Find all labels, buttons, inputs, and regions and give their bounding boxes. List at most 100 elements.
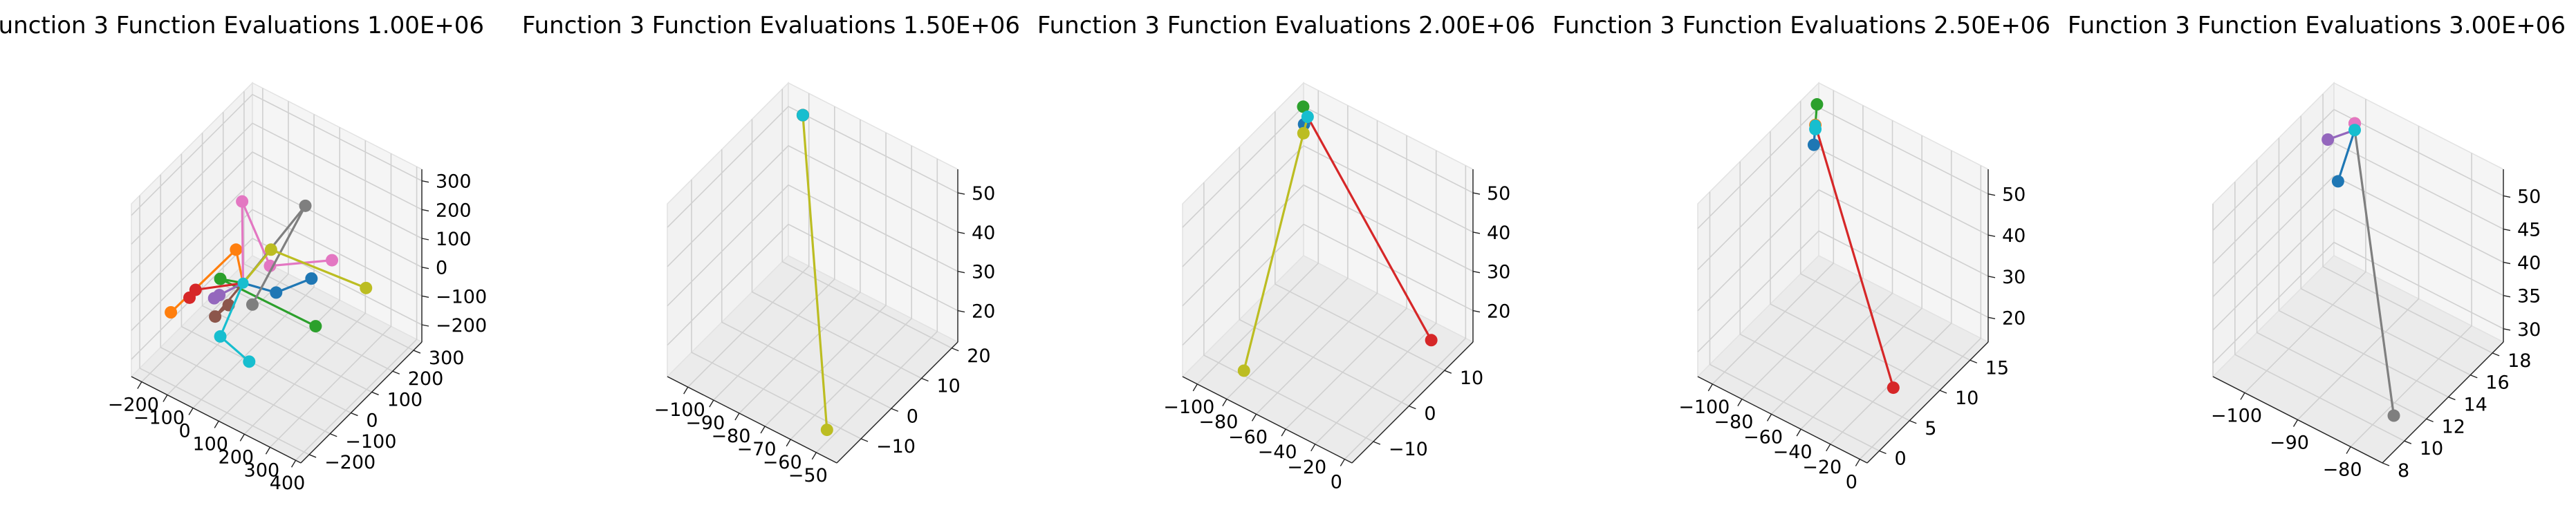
x-tick-label: −90 [685,413,725,434]
data-point [2322,133,2335,146]
x-axis-line [131,376,302,464]
center-point [1810,119,1822,131]
x-tick-mark [2292,419,2299,427]
x-tick-mark [683,386,689,395]
data-point [183,291,196,304]
y-tick-mark [308,454,317,458]
x-tick-label: −80 [711,426,750,447]
x-tick-mark [188,408,194,415]
z-tick-mark [957,310,965,313]
x-gridline [1285,135,1407,430]
x-gridline [1196,90,1319,385]
z-tick-mark [2503,261,2511,265]
x-tick-label: 0 [178,420,190,442]
z-tick-mark [957,192,965,195]
z-tick-mark [957,271,965,274]
y-gridline [1770,131,1940,391]
y-tick-mark [413,350,421,354]
y-axis-line [1351,341,1474,464]
z-tick-mark [2503,228,2511,231]
x-tick-label: −100 [1678,397,1730,418]
z-gridline [2212,208,2504,331]
subplot-1: Function 3 Function Evaluations 1.00E+06… [0,12,487,494]
data-point [1297,100,1310,113]
y-tick-mark [1373,441,1381,445]
y-tick-label: 200 [408,368,444,390]
x-tick-mark [734,413,740,421]
z-tick-mark [1472,192,1481,195]
z-tick-label: −100 [436,286,487,307]
z-tick-label: 20 [2002,307,2026,329]
x-tick-label: −90 [2270,433,2309,454]
x-tick-mark [1281,428,1286,437]
y-tick-label: −200 [324,452,376,473]
y-gridline [781,88,952,349]
x-gridline [815,158,938,453]
z-tick-label: 20 [972,301,995,323]
x-tick-label: 100 [192,433,228,455]
y-tick-label: −100 [345,431,396,453]
x-axis-line [1697,376,1868,464]
z-gridline [667,144,958,267]
x-gridline [269,153,392,448]
z-tick-label: 40 [2517,253,2541,274]
y-tick-mark [1909,420,1917,424]
data-point [1807,138,1820,151]
z-tick-label: 300 [436,171,472,193]
z-gridline [2212,142,2504,265]
z-tick-label: 40 [972,222,995,244]
series-line [801,115,828,430]
x-gridline [1344,165,1467,460]
x-tick-label: −200 [108,395,159,416]
y-tick-mark [2426,418,2434,423]
z-tick-mark [1472,231,1481,234]
x-gridline [739,120,861,414]
y-tick-mark [1970,359,1978,363]
y-tick-label: 15 [1985,357,2009,379]
y-gridline [2300,115,2471,376]
x-tick-label: −80 [1714,412,1753,433]
y-tick-label: 0 [907,406,918,427]
y-tick-label: 14 [2463,395,2487,416]
x-tick-label: 200 [219,446,254,468]
chart-title: Function 3 Function Evaluations 3.00E+06 [2068,12,2566,39]
x-gridline [167,101,289,396]
z-tick-label: 100 [436,229,472,250]
y-tick-label: 20 [967,345,990,367]
x-axis-line [667,376,837,464]
x-gridline [1859,165,1982,460]
data-point [207,292,221,305]
x-tick-mark [709,399,714,408]
y-tick-mark [2492,352,2500,357]
data-point [243,355,256,368]
data-point [360,281,373,294]
x-tick-mark [786,439,791,447]
z-tick-mark [421,209,429,212]
x-tick-label: 0 [1331,472,1342,493]
data-point [820,424,833,437]
z-tick-label: 40 [2002,225,2026,247]
x-gridline [1226,105,1349,400]
y-tick-mark [392,370,400,374]
x-tick-mark [290,459,297,468]
x-tick-mark [1855,459,1860,466]
y-gridline [1799,101,1971,361]
z-gridline [131,238,423,360]
z-tick-label: 50 [972,183,995,205]
x-gridline [295,167,418,461]
chart-title: Function 3 Function Evaluations 1.50E+06 [522,12,1020,39]
center-point [2349,124,2361,136]
x-tick-mark [1796,428,1801,437]
y-gridline [2256,160,2427,420]
x-gridline [1770,120,1893,415]
y-tick-label: 10 [1955,388,1979,409]
x-tick-label: −60 [1743,426,1783,448]
x-axis-line [1182,376,1353,464]
x-gridline [2297,126,2420,421]
y-gridline [2322,93,2493,354]
x-tick-label: 400 [270,473,306,494]
x-tick-mark [811,452,817,460]
z-gridline [1182,184,1474,307]
y-tick-label: 10 [1460,368,1483,389]
